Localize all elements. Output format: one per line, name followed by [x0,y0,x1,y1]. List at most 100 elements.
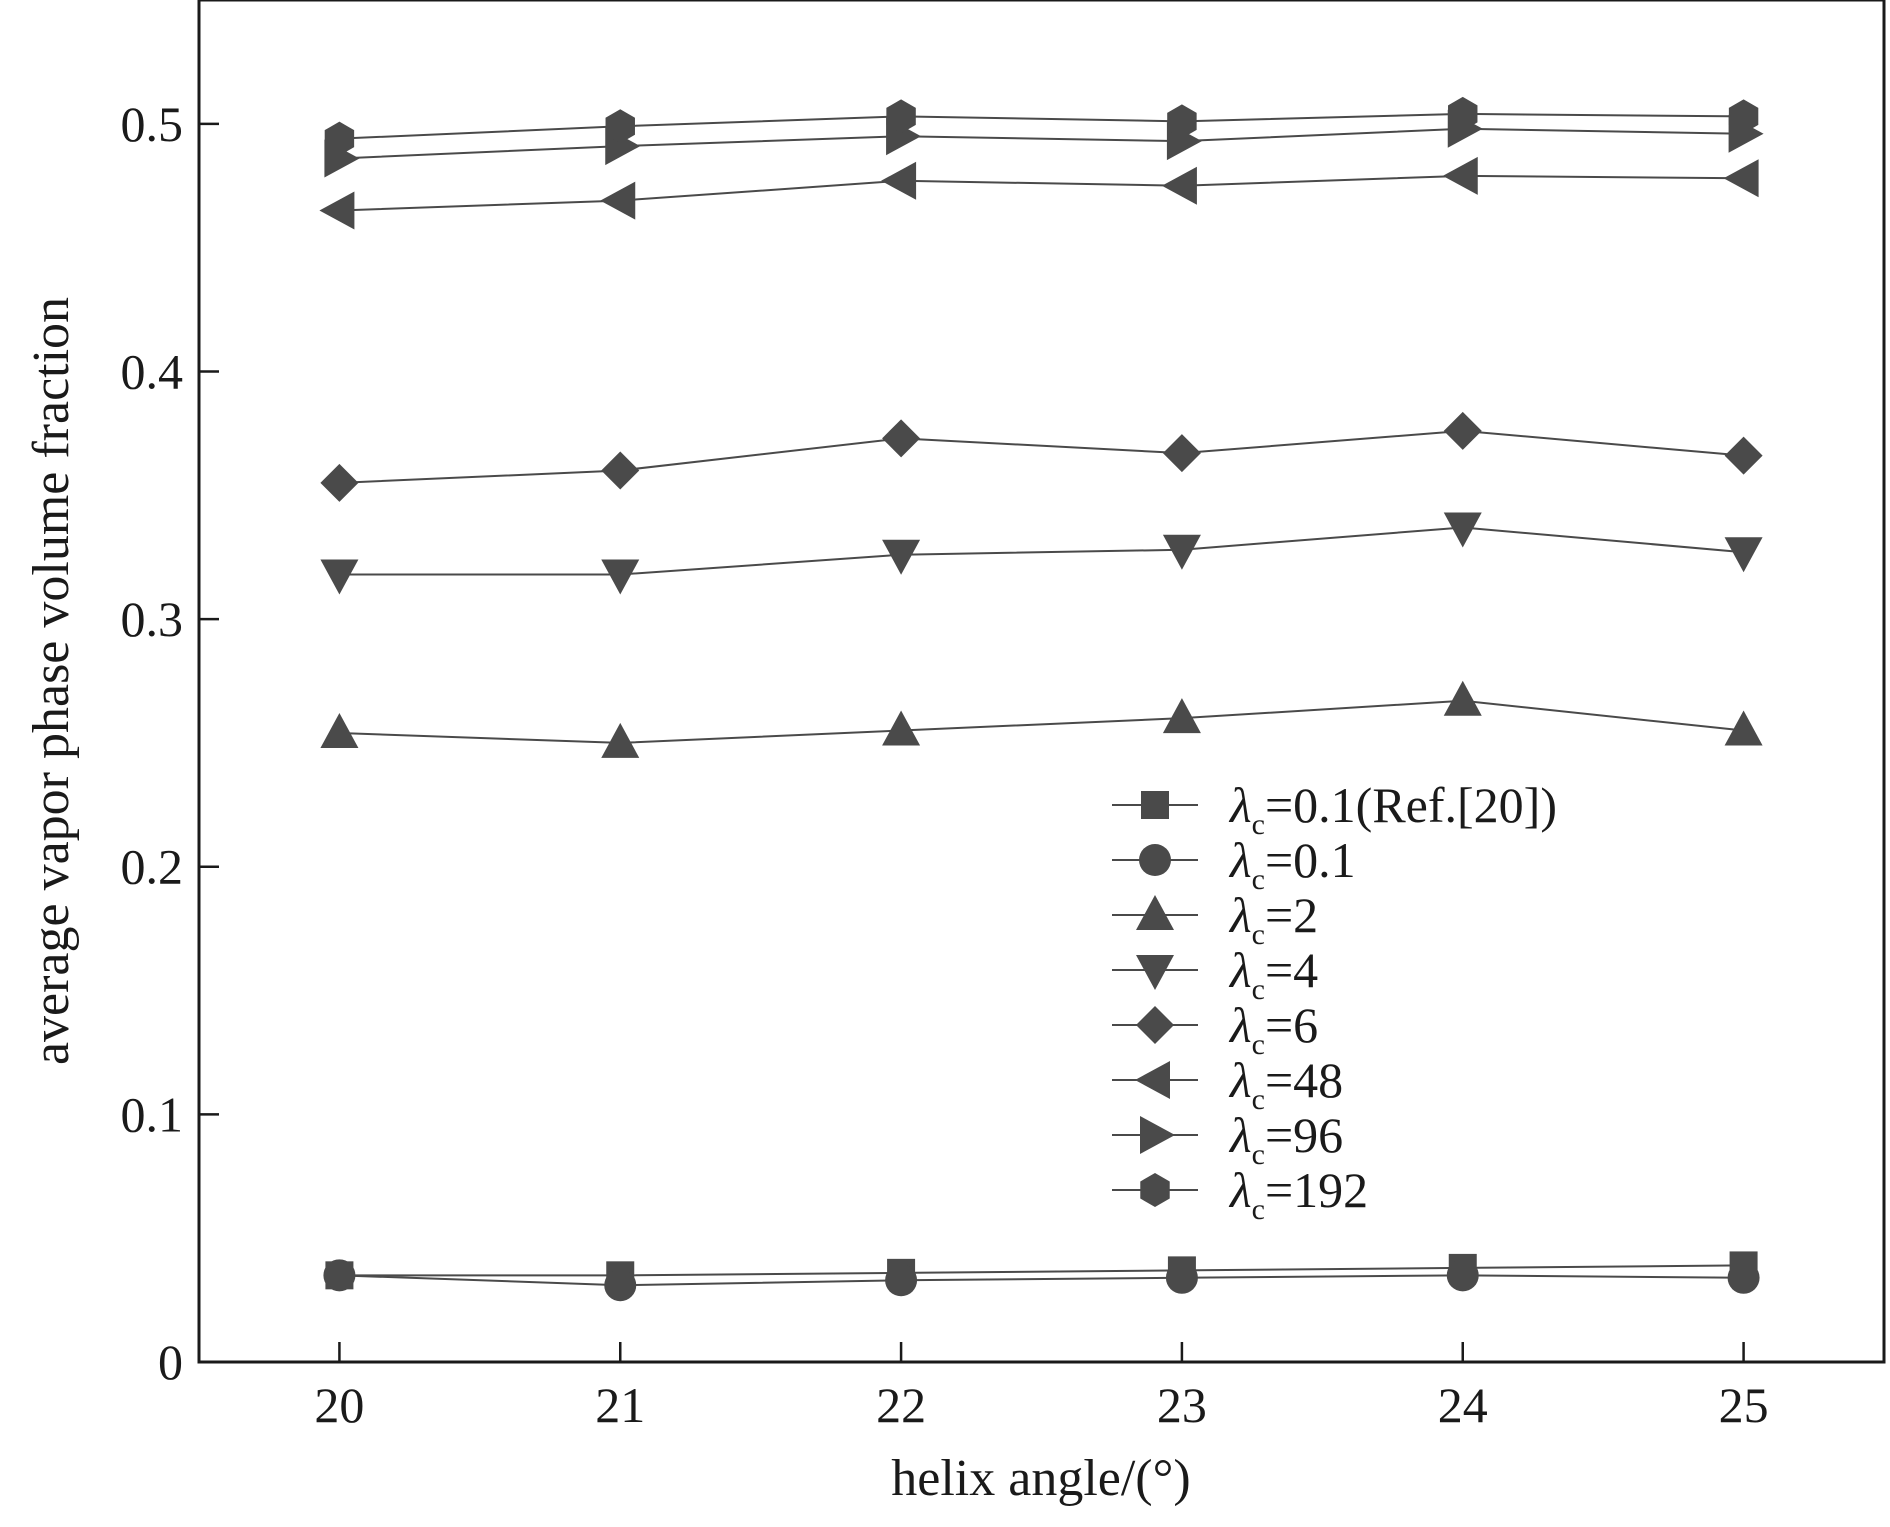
legend: λc=0.1(Ref.[20])λc=0.1λc=2λc=4λc=6λc=48λ… [1112,777,1557,1226]
data-point [1724,436,1763,475]
legend-item: λc=48 [1112,1052,1343,1116]
data-point [882,710,921,746]
data-point [886,99,916,134]
series-line [339,526,1744,576]
legend-marker [1139,844,1171,876]
data-point [885,1264,918,1297]
series-line [339,174,1744,212]
legend-value: =2 [1265,887,1318,943]
data-point [1443,512,1482,548]
legend-subscript: c [1252,1193,1265,1226]
legend-label: λc=0.1 [1228,832,1356,896]
legend-marker [1141,791,1169,819]
data-point [601,451,640,490]
legend-item: λc=2 [1112,887,1318,951]
data-point [1724,710,1763,746]
data-point [1162,698,1201,734]
legend-symbol: λ [1228,942,1252,998]
series-4 [320,411,1763,502]
y-tick-label: 0.4 [121,343,184,399]
legend-item: λc=6 [1112,997,1318,1061]
series-7 [324,96,1759,156]
data-point [1167,104,1197,139]
y-tick-label: 0.5 [121,96,184,152]
series-line [339,1274,1744,1287]
legend-item: λc=96 [1112,1107,1343,1171]
legend-subscript: c [1252,1028,1265,1061]
data-point [1724,537,1763,573]
data-point [1162,434,1201,473]
data-point [882,539,921,575]
legend-symbol: λ [1228,887,1252,943]
legend-label: λc=48 [1228,1052,1343,1116]
x-tick-label: 21 [595,1377,645,1433]
legend-label: λc=2 [1228,887,1318,951]
series-3 [320,512,1763,595]
data-point [1161,166,1197,205]
data-point [1442,156,1478,195]
y-axis: 0 0.1 0.2 0.3 0.4 0.5 [121,96,219,1390]
legend-subscript: c [1252,1138,1265,1171]
data-point [324,121,355,156]
x-tick-label: 20 [314,1377,364,1433]
legend-value: =6 [1265,997,1318,1053]
x-axis-title: helix angle/(°) [891,1450,1190,1507]
legend-label: λc=0.1(Ref.[20]) [1228,777,1557,841]
legend-symbol: λ [1228,777,1252,833]
legend-marker [1140,1116,1175,1154]
y-tick-label: 0.1 [121,1086,184,1142]
data-point [601,722,640,758]
data-point [601,559,640,595]
data-point [1446,1259,1479,1292]
data-point [320,713,359,749]
series-line [339,112,1744,140]
legend-item: λc=0.1 [1112,832,1356,896]
legend-symbol: λ [1228,1052,1252,1108]
y-tick-label: 0.3 [121,591,184,647]
data-point [1165,1261,1198,1294]
data-point [1723,159,1759,198]
data-point [604,1269,637,1302]
series-layer [319,96,1764,1302]
plot-frame [197,0,1886,1364]
y-axis-title: average vapor phase volume fraction [23,297,80,1065]
series-1 [323,1259,1760,1302]
legend-label: λc=96 [1228,1107,1343,1171]
data-point [1443,411,1482,450]
series-5 [319,156,1759,230]
y-tick-label: 0 [158,1334,183,1390]
legend-value: =0.1 [1265,832,1356,888]
x-tick-label: 25 [1719,1377,1769,1433]
legend-symbol: λ [1228,1162,1252,1218]
series-line [339,429,1744,484]
data-point [605,109,635,144]
y-tick-label: 0.2 [121,839,184,895]
legend-marker [1136,1006,1174,1044]
data-point [1728,99,1759,134]
data-point [881,161,917,200]
legend-subscript: c [1252,918,1265,951]
legend-value: =48 [1265,1052,1343,1108]
x-axis: 20 21 22 23 24 25 [314,1342,1769,1433]
data-point [600,181,636,220]
data-point [320,559,359,595]
data-point [320,463,359,502]
legend-label: λc=4 [1228,942,1318,1006]
legend-value: =192 [1265,1162,1368,1218]
legend-value: =4 [1265,942,1318,998]
series-6 [324,109,1764,178]
legend-subscript: c [1252,973,1265,1006]
legend-value: =96 [1265,1107,1343,1163]
legend-label: λc=192 [1228,1162,1368,1226]
data-point [1443,680,1482,716]
legend-item: λc=0.1(Ref.[20]) [1112,777,1557,841]
data-point [319,191,355,230]
legend-marker [1140,1173,1170,1207]
legend-marker [1135,1061,1170,1099]
series-0 [325,1251,1758,1290]
legend-item: λc=192 [1112,1162,1368,1226]
x-tick-label: 22 [876,1377,926,1433]
legend-label: λc=6 [1228,997,1318,1061]
legend-item: λc=4 [1112,942,1318,1006]
